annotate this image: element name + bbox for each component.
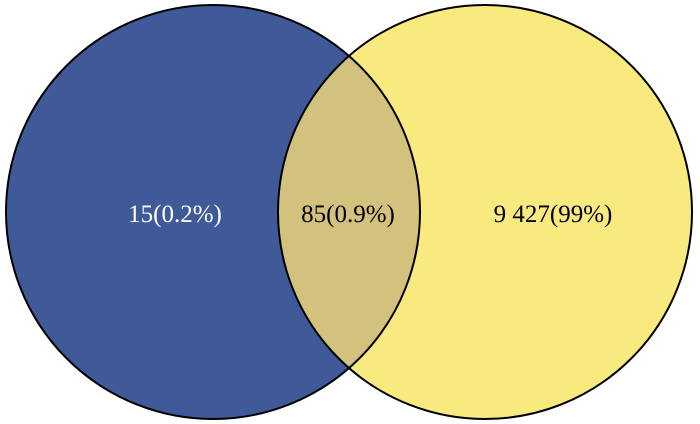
left-only-label: 15(0.2%) bbox=[128, 201, 222, 228]
left-set-outline bbox=[5, 4, 421, 420]
intersection-region bbox=[278, 5, 420, 419]
right-only-label: 9 427(99%) bbox=[494, 201, 613, 228]
right-set-outline bbox=[277, 4, 693, 420]
intersection-label: 85(0.9%) bbox=[301, 201, 395, 228]
